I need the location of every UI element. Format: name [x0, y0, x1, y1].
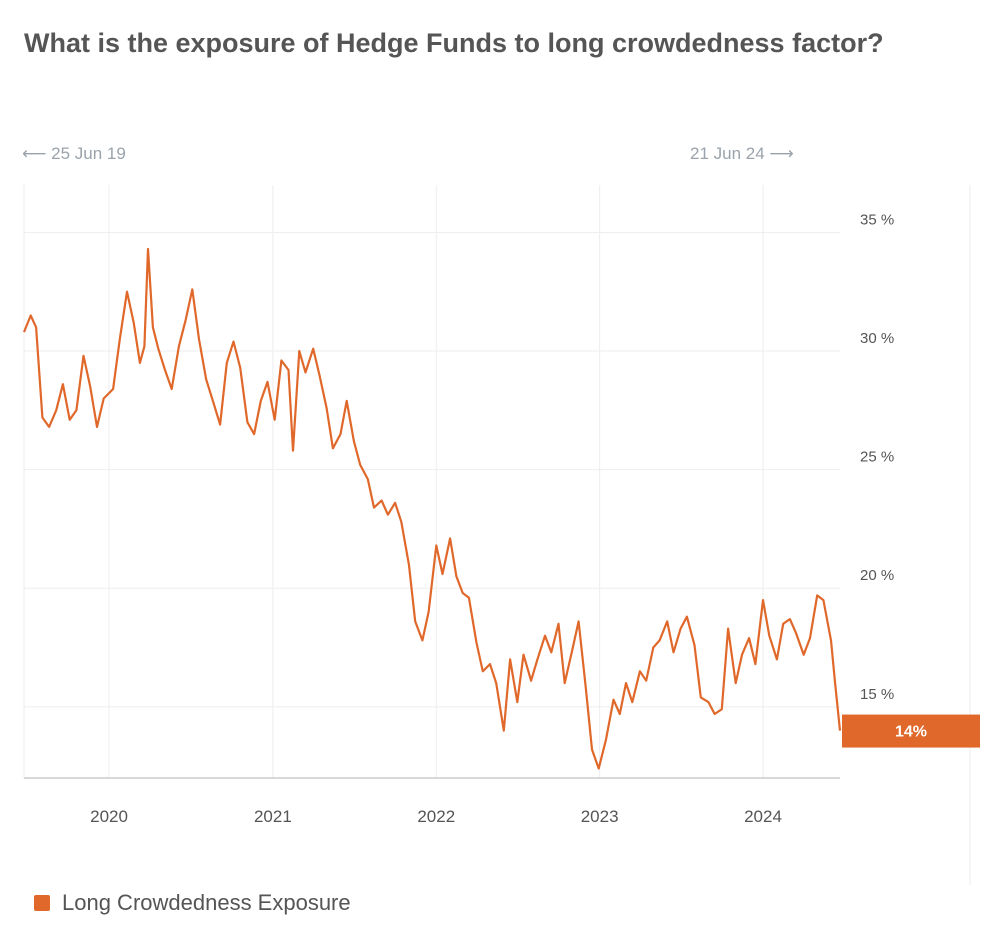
legend-label: Long Crowdedness Exposure [62, 890, 351, 915]
x-tick-label: 2022 [417, 807, 455, 826]
arrow-right-icon: ⟶ [764, 144, 794, 163]
chart-title: What is the exposure of Hedge Funds to l… [24, 28, 884, 58]
range-start-label[interactable]: ⟵ 25 Jun 19 [22, 144, 126, 164]
y-tick-label: 25 % [860, 449, 894, 466]
legend[interactable]: Long Crowdedness Exposure [34, 890, 351, 916]
range-end-text: 21 Jun 24 [690, 144, 765, 163]
x-tick-label: 2021 [254, 807, 292, 826]
last-value-label: 14% [895, 724, 927, 741]
x-tick-label: 2020 [90, 807, 128, 826]
range-start-text: 25 Jun 19 [51, 144, 126, 163]
y-tick-label: 20 % [860, 567, 894, 584]
y-tick-label: 35 % [860, 211, 894, 228]
y-tick-label: 30 % [860, 330, 894, 347]
y-tick-label: 15 % [860, 686, 894, 703]
range-end-label[interactable]: 21 Jun 24 ⟶ [690, 144, 794, 164]
series-line [22, 247, 842, 770]
x-tick-label: 2024 [744, 807, 782, 826]
last-value-box [842, 714, 980, 748]
legend-swatch [34, 895, 50, 911]
arrow-left-icon: ⟵ [22, 144, 52, 163]
x-tick-label: 2023 [581, 807, 619, 826]
